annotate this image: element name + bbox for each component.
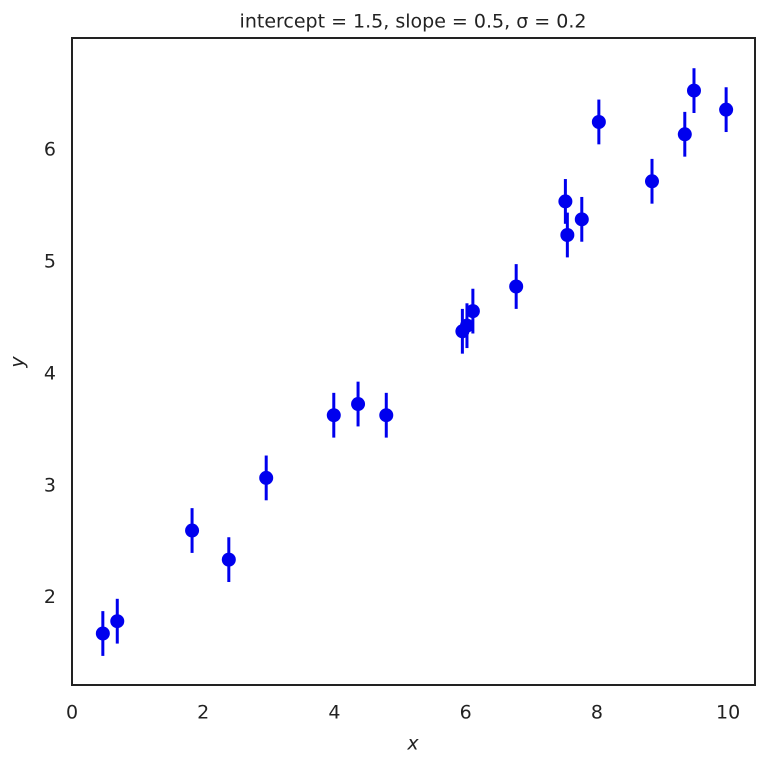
point [221, 552, 236, 567]
point [351, 397, 366, 412]
x-tick-label: 2 [197, 702, 209, 724]
point [95, 626, 110, 641]
y-tick-label: 4 [44, 362, 56, 384]
y-tick-label: 6 [44, 138, 56, 160]
plot-frame [71, 37, 756, 686]
chart-title: intercept = 1.5, slope = 0.5, σ = 0.2 [240, 11, 587, 33]
y-axis-label: y [7, 356, 29, 369]
point [574, 212, 589, 227]
point [326, 408, 341, 423]
point [677, 127, 692, 142]
point [379, 408, 394, 423]
point [686, 83, 701, 98]
point [644, 174, 659, 189]
point [465, 304, 480, 319]
point [110, 614, 125, 629]
point [591, 114, 606, 129]
point [560, 228, 575, 243]
x-tick-label: 8 [591, 702, 603, 724]
y-tick-label: 3 [44, 474, 56, 496]
point [259, 470, 274, 485]
x-axis-label: x [406, 733, 419, 755]
point [185, 523, 200, 538]
x-tick-label: 0 [66, 702, 78, 724]
point [558, 194, 573, 209]
y-tick-label: 2 [44, 586, 56, 608]
x-tick-label: 10 [716, 702, 740, 724]
point [719, 102, 734, 117]
point [459, 318, 474, 333]
x-tick-label: 4 [328, 702, 340, 724]
x-tick-label: 6 [460, 702, 472, 724]
point [509, 279, 524, 294]
y-tick-label: 5 [44, 250, 56, 272]
